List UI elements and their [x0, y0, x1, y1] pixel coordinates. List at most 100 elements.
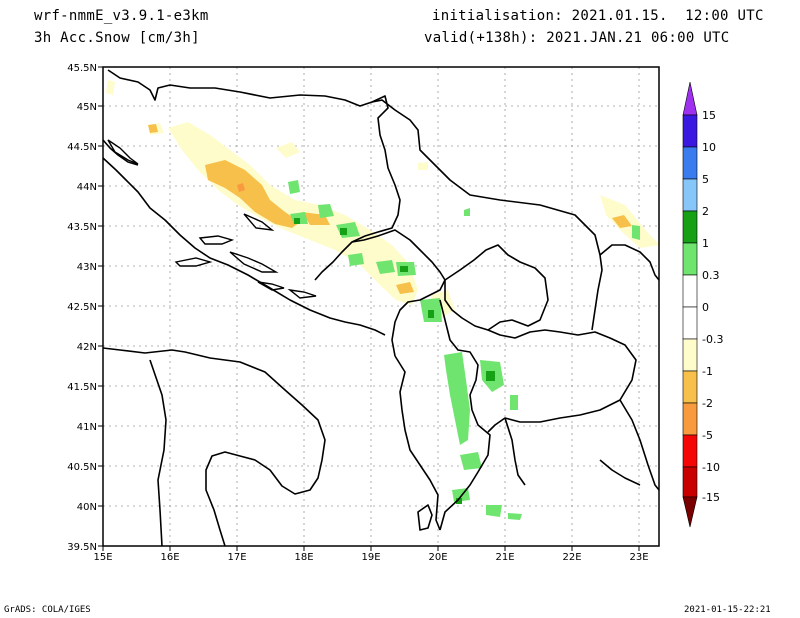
- colorbar-label: -15: [702, 491, 720, 504]
- model-title: wrf-nmmE_v3.9.1-e3km: [34, 8, 209, 24]
- colorbar-cell: [682, 434, 698, 468]
- lat-label: 41N: [77, 422, 97, 433]
- snow-mid-core: [612, 215, 632, 228]
- snow-light-patch: [276, 142, 300, 158]
- colorbar-label: 10: [702, 141, 716, 154]
- albania-border: [394, 299, 491, 531]
- rain-light-patch: [632, 225, 640, 240]
- colorbar-cell: [682, 466, 698, 498]
- lon-label: 15E: [93, 552, 112, 563]
- colorbar-cell: [682, 402, 698, 436]
- coastlines-borders: [102, 69, 660, 547]
- snow-light-patch: [430, 290, 455, 318]
- rain-mid-spot: [294, 218, 300, 224]
- rain-field: [288, 180, 640, 520]
- colorbar-label: 5: [702, 173, 709, 186]
- colorbar-cell: [682, 210, 698, 244]
- colorbar-cell: [682, 242, 698, 276]
- valid-time: valid(+138h): 2021.JAN.21 06:00 UTC: [424, 30, 730, 46]
- colorbar-cell: [682, 338, 698, 372]
- rain-light-patch: [444, 352, 470, 445]
- island: [287, 288, 317, 299]
- colorbar-label: 15: [702, 109, 716, 122]
- snow-mid-core: [148, 124, 158, 133]
- bulgaria-border: [599, 244, 660, 281]
- colorbar-label: -1: [702, 365, 713, 378]
- greece-border: [504, 399, 660, 491]
- croatia-coastline: [102, 139, 386, 336]
- colorbar-cell: [682, 370, 698, 404]
- colorbar-label: 2: [702, 205, 709, 218]
- colorbar-cell: [682, 306, 698, 340]
- lat-label: 42.5N: [67, 302, 97, 313]
- colorbar-label: -10: [702, 461, 720, 474]
- grid-lines: [103, 67, 659, 546]
- bosnia-border: [107, 69, 401, 281]
- colorbar-label: 1: [702, 237, 709, 250]
- rain-mid-spot: [400, 266, 408, 272]
- serbia-border: [371, 99, 603, 331]
- island: [229, 251, 279, 273]
- rain-mid-spot: [340, 228, 347, 235]
- colorbar-label: 0: [702, 301, 709, 314]
- lon-labels: 15E 16E 17E 18E 19E 20E 21E 22E 23E: [93, 552, 648, 563]
- snow-light-patch: [106, 80, 115, 95]
- lat-label: 43N: [77, 262, 97, 273]
- lon-label: 20E: [428, 552, 447, 563]
- island: [257, 281, 285, 291]
- snow-orange-spot: [237, 183, 245, 192]
- italy-heel: [149, 359, 167, 547]
- lon-label: 21E: [495, 552, 514, 563]
- colorbar-label: -2: [702, 397, 713, 410]
- colorbar-cell: [682, 146, 698, 180]
- lon-label: 23E: [629, 552, 648, 563]
- snow-light-patch: [418, 162, 428, 170]
- colorbar-cell: [682, 114, 698, 148]
- colorbar: 15 10 5 2 1 0.3 0 -0.3 -1 -2 -5 -10 -15: [682, 81, 723, 528]
- lon-label: 19E: [361, 552, 380, 563]
- island: [174, 257, 213, 267]
- footer-timestamp: 2021-01-15-22:21: [684, 605, 771, 615]
- rain-light-patch: [486, 505, 502, 517]
- corfu-island: [417, 504, 433, 531]
- islands: [107, 139, 317, 299]
- colorbar-label: -5: [702, 429, 713, 442]
- lat-label: 40.5N: [67, 462, 97, 473]
- lat-label: 41.5N: [67, 382, 97, 393]
- kosovo-border: [444, 244, 549, 331]
- init-time: initialisation: 2021.01.15. 12:00 UTC: [432, 8, 764, 24]
- colorbar-bottom-arrow: [682, 496, 698, 528]
- lon-label: 17E: [227, 552, 246, 563]
- tick-marks: [98, 66, 640, 551]
- rain-light-patch: [508, 513, 522, 520]
- island: [198, 235, 235, 245]
- lon-label: 16E: [160, 552, 179, 563]
- lat-label: 45.5N: [67, 63, 97, 74]
- snow-light-patch: [600, 195, 660, 248]
- macedonia-border: [487, 329, 637, 433]
- lat-label: 44N: [77, 182, 97, 193]
- rain-light-patch: [464, 208, 470, 216]
- lat-label: 40N: [77, 502, 97, 513]
- lat-label: 43.5N: [67, 222, 97, 233]
- snow-mid-core: [396, 282, 414, 294]
- lat-label: 42N: [77, 342, 97, 353]
- colorbar-cell: [682, 178, 698, 212]
- rain-light-patch: [318, 204, 334, 218]
- lon-label: 22E: [562, 552, 581, 563]
- rain-light-patch: [460, 452, 482, 470]
- field-title: 3h Acc.Snow [cm/3h]: [34, 30, 200, 46]
- colorbar-top-arrow: [682, 81, 698, 116]
- lon-label: 18E: [294, 552, 313, 563]
- rain-light-patch: [376, 260, 395, 274]
- footer-credit: GrADS: COLA/IGES: [4, 605, 91, 615]
- colorbar-label: -0.3: [702, 333, 723, 346]
- rain-mid-spot: [428, 310, 434, 318]
- italy-coastline: [102, 347, 326, 547]
- rain-light-patch: [510, 395, 518, 410]
- rain-mid-spot: [486, 371, 495, 381]
- lat-labels: 45.5N 45N 44.5N 44N 43.5N 43N 42.5N 42N …: [67, 63, 97, 553]
- rain-light-patch: [348, 253, 364, 266]
- colorbar-label: 0.3: [702, 269, 720, 282]
